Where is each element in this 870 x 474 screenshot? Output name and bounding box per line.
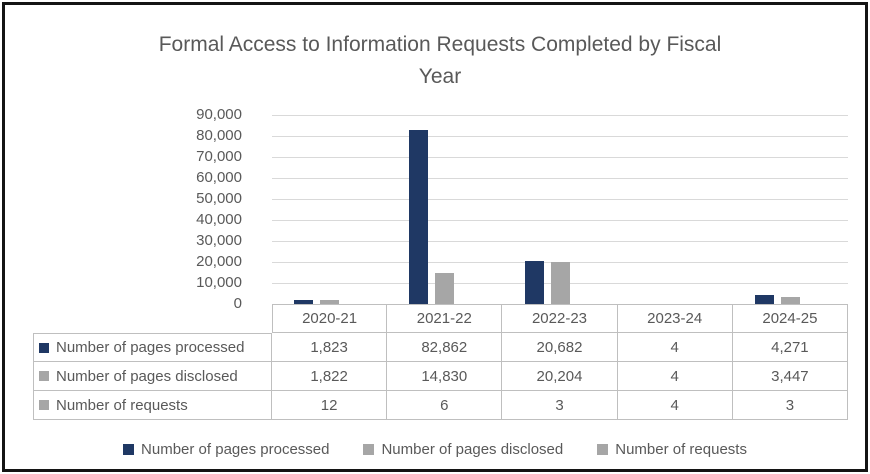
table-cell-number-of-pages-processed-2020-21: 1,823 <box>272 333 388 362</box>
gridline <box>272 220 848 221</box>
bar-number-of-pages-processed-2020-21 <box>294 300 314 304</box>
gridline <box>272 136 848 137</box>
table-cell-number-of-pages-disclosed-2021-22: 14,830 <box>387 362 503 391</box>
table-cell-number-of-requests-2020-21: 12 <box>272 391 388 420</box>
legend: Number of pages processed Number of pages… <box>5 441 865 458</box>
y-tick-label: 30,000 <box>196 232 242 249</box>
bar-number-of-pages-disclosed-2024-25 <box>780 296 800 304</box>
table-header-2023-24: 2023-24 <box>617 304 733 333</box>
table-cell-number-of-requests-2022-23: 3 <box>502 391 618 420</box>
y-tick-label: 10,000 <box>196 274 242 291</box>
series-name: Number of pages processed <box>56 339 245 356</box>
table-header-2022-23: 2022-23 <box>502 304 618 333</box>
table-header-2020-21: 2020-21 <box>272 304 388 333</box>
chart-title: Formal Access to Information Requests Co… <box>60 29 820 93</box>
table-cell-number-of-requests-2021-22: 6 <box>387 391 503 420</box>
bar-group-2023-24 <box>618 115 733 304</box>
y-tick-label: 50,000 <box>196 190 242 207</box>
legend-key-icon <box>123 444 135 455</box>
y-tick-label: 20,000 <box>196 253 242 270</box>
series-key-icon <box>39 342 49 353</box>
y-tick-label: 90,000 <box>196 106 242 123</box>
legend-label: Number of requests <box>615 441 747 458</box>
y-tick-label: 40,000 <box>196 211 242 228</box>
series-key-icon <box>39 400 49 410</box>
chart-title-line-2: Year <box>418 65 462 88</box>
bar-group-2022-23 <box>502 115 617 304</box>
table-row-label-number-of-requests: Number of requests <box>33 391 272 420</box>
gridline <box>272 241 848 242</box>
bar-number-of-pages-disclosed-2021-22 <box>435 272 455 304</box>
table-cell-number-of-requests-2024-25: 3 <box>732 391 848 420</box>
legend-item-number-of-pages-disclosed: Number of pages disclosed <box>363 441 563 458</box>
bar-number-of-pages-processed-2022-23 <box>524 260 544 304</box>
table-cell-number-of-pages-processed-2021-22: 82,862 <box>387 333 503 362</box>
legend-label: Number of pages disclosed <box>381 441 564 458</box>
table-row-label-number-of-pages-processed: Number of pages processed <box>33 333 272 362</box>
table-cell-number-of-pages-disclosed-2020-21: 1,822 <box>272 362 388 391</box>
bars-row <box>272 115 848 304</box>
bar-number-of-pages-processed-2021-22 <box>409 130 429 304</box>
bar-group-2024-25 <box>733 115 848 304</box>
legend-item-number-of-pages-processed: Number of pages processed <box>123 441 329 458</box>
table-cell-number-of-pages-disclosed-2024-25: 3,447 <box>732 362 848 391</box>
data-table: 2020-21 2021-22 2022-23 2023-24 2024-25 Numbe… <box>33 304 848 420</box>
series-key-icon <box>39 371 49 381</box>
table-cell-number-of-pages-disclosed-2023-24: 4 <box>617 362 733 391</box>
table-cell-number-of-pages-disclosed-2022-23: 20,204 <box>502 362 618 391</box>
table-header-2024-25: 2024-25 <box>732 304 848 333</box>
table-cell-number-of-requests-2023-24: 4 <box>617 391 733 420</box>
series-name: Number of requests <box>56 396 188 414</box>
legend-key-icon <box>363 444 375 455</box>
y-tick-label: 70,000 <box>196 148 242 165</box>
table-header-2021-22: 2021-22 <box>387 304 503 333</box>
gridline <box>272 199 848 200</box>
gridline <box>272 178 848 179</box>
gridline <box>272 115 848 116</box>
table-cell-number-of-pages-processed-2024-25: 4,271 <box>732 333 848 362</box>
legend-key-icon <box>597 444 609 455</box>
bar-number-of-pages-disclosed-2020-21 <box>320 300 340 304</box>
series-name: Number of pages disclosed <box>56 367 238 385</box>
y-tick-label: 0 <box>233 295 242 312</box>
legend-item-number-of-requests: Number of requests <box>597 441 747 458</box>
bar-group-2021-22 <box>387 115 502 304</box>
y-axis: 90,000 80,000 70,000 60,000 50,000 40,000 30,0… <box>125 104 242 314</box>
chart-title-line-1: Formal Access to Information Requests Co… <box>158 33 722 56</box>
bar-number-of-pages-disclosed-2022-23 <box>550 261 570 304</box>
legend-label: Number of pages processed <box>141 441 330 458</box>
table-row-label-number-of-pages-disclosed: Number of pages disclosed <box>33 362 272 391</box>
bar-group-2020-21 <box>272 115 387 304</box>
y-tick-label: 60,000 <box>196 169 242 186</box>
table-cell-number-of-pages-processed-2022-23: 20,682 <box>502 333 618 362</box>
table-corner-blank <box>33 304 272 333</box>
plot-area <box>272 115 848 304</box>
table-cell-number-of-pages-processed-2023-24: 4 <box>617 333 733 362</box>
gridline <box>272 157 848 158</box>
y-tick-label: 80,000 <box>196 127 242 144</box>
bar-number-of-pages-processed-2024-25 <box>754 295 774 304</box>
